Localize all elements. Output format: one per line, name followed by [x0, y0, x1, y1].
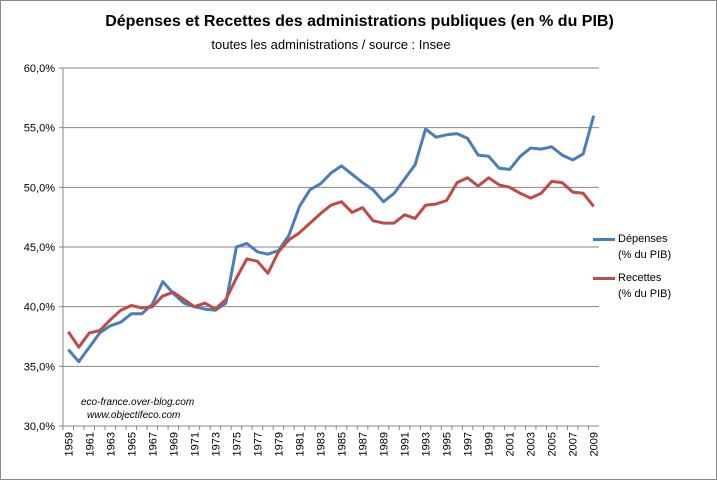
x-tick-label: 2009: [589, 432, 601, 456]
x-tick-label: 2001: [505, 432, 517, 456]
annotation-site: www.objectifeco.com: [87, 410, 181, 421]
y-tick-label: 45,0%: [24, 242, 55, 254]
x-tick-label: 1967: [147, 432, 159, 456]
x-tick-label: 1983: [315, 432, 327, 456]
x-tick-label: 1987: [358, 432, 370, 456]
x-tick-label: 1999: [484, 432, 496, 456]
y-tick-label: 60,0%: [24, 63, 55, 75]
x-tick-label: 1993: [421, 432, 433, 456]
annotation-blog: eco-france.over-blog.com: [81, 397, 195, 408]
series-line-recettes: [67, 176, 595, 349]
x-tick-label: 1965: [126, 432, 138, 456]
x-tick-label: 1991: [400, 432, 412, 456]
legend-label-unit: (% du PIB): [618, 249, 672, 261]
x-tick-label: 2005: [547, 432, 559, 456]
x-tick-label: 1979: [273, 432, 285, 456]
x-tick-label: 1959: [63, 432, 75, 456]
x-tick-label: 1971: [189, 432, 201, 456]
x-tick-label: 1969: [168, 432, 180, 456]
y-tick-label: 55,0%: [24, 123, 55, 135]
x-tick-label: 2003: [526, 432, 538, 456]
x-tick-label: 1973: [210, 432, 222, 456]
x-tick-label: 1997: [463, 432, 475, 456]
x-tick-label: 1981: [294, 432, 306, 456]
legend-item-depenses: Dépenses (% du PIB): [618, 231, 671, 263]
legend-label-unit: (% du PIB): [618, 288, 672, 300]
legend-swatch-recettes: [593, 277, 615, 280]
legend-item-recettes: Recettes (% du PIB): [618, 270, 671, 302]
x-tick-label: 1977: [252, 432, 264, 456]
x-tick-label: 2007: [568, 432, 580, 456]
x-tick-label: 1961: [84, 432, 96, 456]
legend-swatch-depenses: [593, 238, 615, 241]
legend-label: Recettes: [618, 272, 662, 284]
y-tick-label: 50,0%: [24, 182, 55, 194]
y-tick-label: 40,0%: [24, 302, 55, 314]
series-line-depenses: [67, 115, 596, 364]
x-tick-label: 1963: [105, 432, 117, 456]
x-tick-label: 1989: [379, 432, 391, 456]
y-tick-label: 30,0%: [24, 421, 55, 433]
x-tick-label: 1975: [231, 432, 243, 456]
x-tick-label: 1985: [337, 432, 349, 456]
chart-title: Dépenses et Recettes des administrations…: [105, 13, 614, 30]
chart-subtitle: toutes les administrations / source : In…: [211, 37, 451, 52]
legend-label: Dépenses: [618, 233, 668, 245]
x-tick-label: 1995: [442, 432, 454, 456]
y-tick-label: 35,0%: [24, 361, 55, 373]
